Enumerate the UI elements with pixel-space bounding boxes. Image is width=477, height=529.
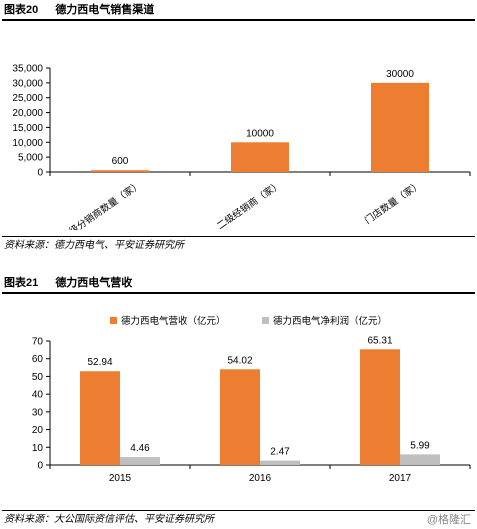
category-label: 2015 — [109, 473, 132, 484]
revenue-bar-chart: 德力西电气营收（亿元） 德力西电气净利润（亿元） 0 10 20 30 40 50 60 70 52… — [32, 315, 471, 484]
legend-swatch — [262, 317, 269, 324]
y-tick-label: 35,000 — [12, 64, 43, 75]
y-tick-label: 0 — [37, 168, 43, 179]
revenue-bar — [80, 371, 120, 465]
bar — [91, 170, 149, 172]
figure-21-title: 德力西电气营收 — [55, 277, 133, 289]
figure-20-label: 图表20 — [4, 4, 39, 16]
legend-label: 德力西电气净利润（亿元） — [273, 315, 387, 327]
category-label: 2016 — [249, 473, 272, 484]
y-tick-label: 20 — [32, 425, 44, 436]
y-tick-label: 20,000 — [12, 108, 43, 119]
y-tick-label: 5,000 — [18, 153, 43, 164]
y-tick-label: 25,000 — [12, 93, 43, 104]
y-tick-label: 70 — [32, 337, 44, 348]
data-label: 54.02 — [227, 355, 252, 366]
figure-20-title: 德力西电气销售渠道 — [55, 4, 155, 16]
revenue-bar — [220, 369, 260, 465]
y-tick-label: 10 — [32, 443, 44, 454]
legend-swatch — [110, 317, 117, 324]
bar — [231, 142, 289, 172]
data-label: 30000 — [386, 69, 414, 80]
data-label: 65.31 — [367, 335, 392, 346]
figure-21-bottom-rule — [2, 510, 475, 511]
figure-21-label: 图表21 — [4, 277, 39, 289]
watermark-logo: @格隆汇 — [426, 514, 471, 526]
figure-21-source: 资料来源：大公国际资信评估、平安证券研究所 — [4, 514, 214, 525]
data-label: 2.47 — [270, 447, 290, 458]
bar — [371, 82, 429, 172]
category-label: 二级经销商（家） — [215, 179, 284, 230]
figure-21-header: 图表21 德力西电气营收 — [2, 275, 475, 291]
figure-20-header: 图表20 德力西电气销售渠道 — [2, 2, 475, 18]
data-label: 4.46 — [130, 443, 150, 454]
y-tick-label: 60 — [32, 354, 44, 365]
figure-21-top-rule — [2, 292, 475, 294]
y-tick-label: 50 — [32, 372, 44, 383]
category-label: 一级分销商数量（家） — [59, 179, 144, 230]
data-label: 52.94 — [87, 357, 112, 368]
figure-20-top-rule — [2, 19, 475, 21]
figure-20-bottom-rule — [2, 236, 475, 237]
y-tick-label: 15,000 — [12, 123, 43, 134]
legend-label: 德力西电气营收（亿元） — [121, 315, 226, 327]
y-tick-label: 40 — [32, 390, 44, 401]
net-profit-bar — [260, 460, 300, 465]
net-profit-bar — [400, 454, 440, 465]
revenue-bar — [360, 349, 400, 465]
y-tick-label: 30,000 — [12, 78, 43, 89]
y-tick-label: 0 — [37, 461, 43, 472]
data-label: 600 — [112, 156, 129, 167]
category-label: 门店数量（家） — [362, 179, 423, 227]
y-tick-label: 30 — [32, 407, 44, 418]
data-label: 10000 — [246, 128, 274, 139]
y-tick-label: 10,000 — [12, 138, 43, 149]
category-label: 2017 — [389, 473, 412, 484]
channel-bar-chart: 0 5,000 10,000 15,000 20,000 25,000 30,000 35,0… — [12, 64, 471, 230]
data-label: 5.99 — [410, 440, 430, 451]
net-profit-bar — [120, 457, 160, 465]
figure-20-source: 资料来源：德力西电气、平安证券研究所 — [4, 240, 184, 251]
